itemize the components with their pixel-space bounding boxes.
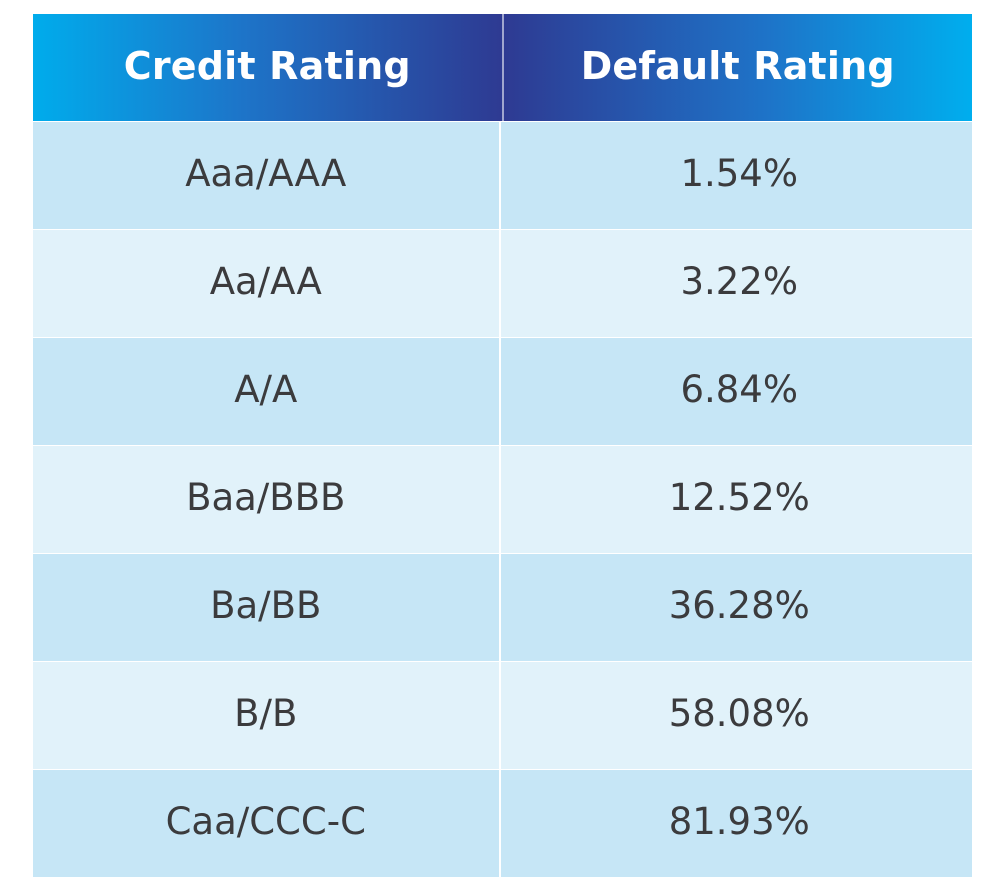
default-rating-cell: 3.22% — [498, 230, 973, 337]
default-rating-cell: 36.28% — [498, 554, 973, 661]
table-row: Aa/AA 3.22% — [33, 229, 972, 337]
default-rating-cell: 1.54% — [498, 122, 973, 229]
credit-rating-cell: A/A — [234, 368, 298, 411]
column-header-default-rating: Default Rating — [501, 14, 973, 121]
table-row: Aaa/AAA 1.54% — [33, 121, 972, 229]
credit-rating-cell: Caa/CCC-C — [165, 800, 366, 843]
default-rate-table: Credit Rating Default Rating Aaa/AAA 1.5… — [33, 14, 972, 880]
credit-rating-cell: Aa/AA — [209, 260, 322, 303]
table-row: Caa/CCC-C 81.93% — [33, 769, 972, 877]
column-header-credit-rating: Credit Rating — [123, 43, 411, 88]
table-row: Ba/BB 36.28% — [33, 553, 972, 661]
credit-rating-cell: B/B — [234, 692, 298, 735]
default-rating-cell: 58.08% — [498, 662, 973, 769]
default-rating-cell: 6.84% — [498, 338, 973, 445]
default-rating-cell: 12.52% — [498, 446, 973, 553]
table-header-row: Credit Rating Default Rating — [33, 14, 972, 121]
table-row: B/B 58.08% — [33, 661, 972, 769]
table-row: Baa/BBB 12.52% — [33, 445, 972, 553]
default-rating-cell: 81.93% — [498, 770, 973, 877]
credit-rating-cell: Ba/BB — [210, 584, 322, 627]
table-row: A/A 6.84% — [33, 337, 972, 445]
credit-rating-cell: Baa/BBB — [186, 476, 346, 519]
credit-rating-cell: Aaa/AAA — [185, 152, 347, 195]
